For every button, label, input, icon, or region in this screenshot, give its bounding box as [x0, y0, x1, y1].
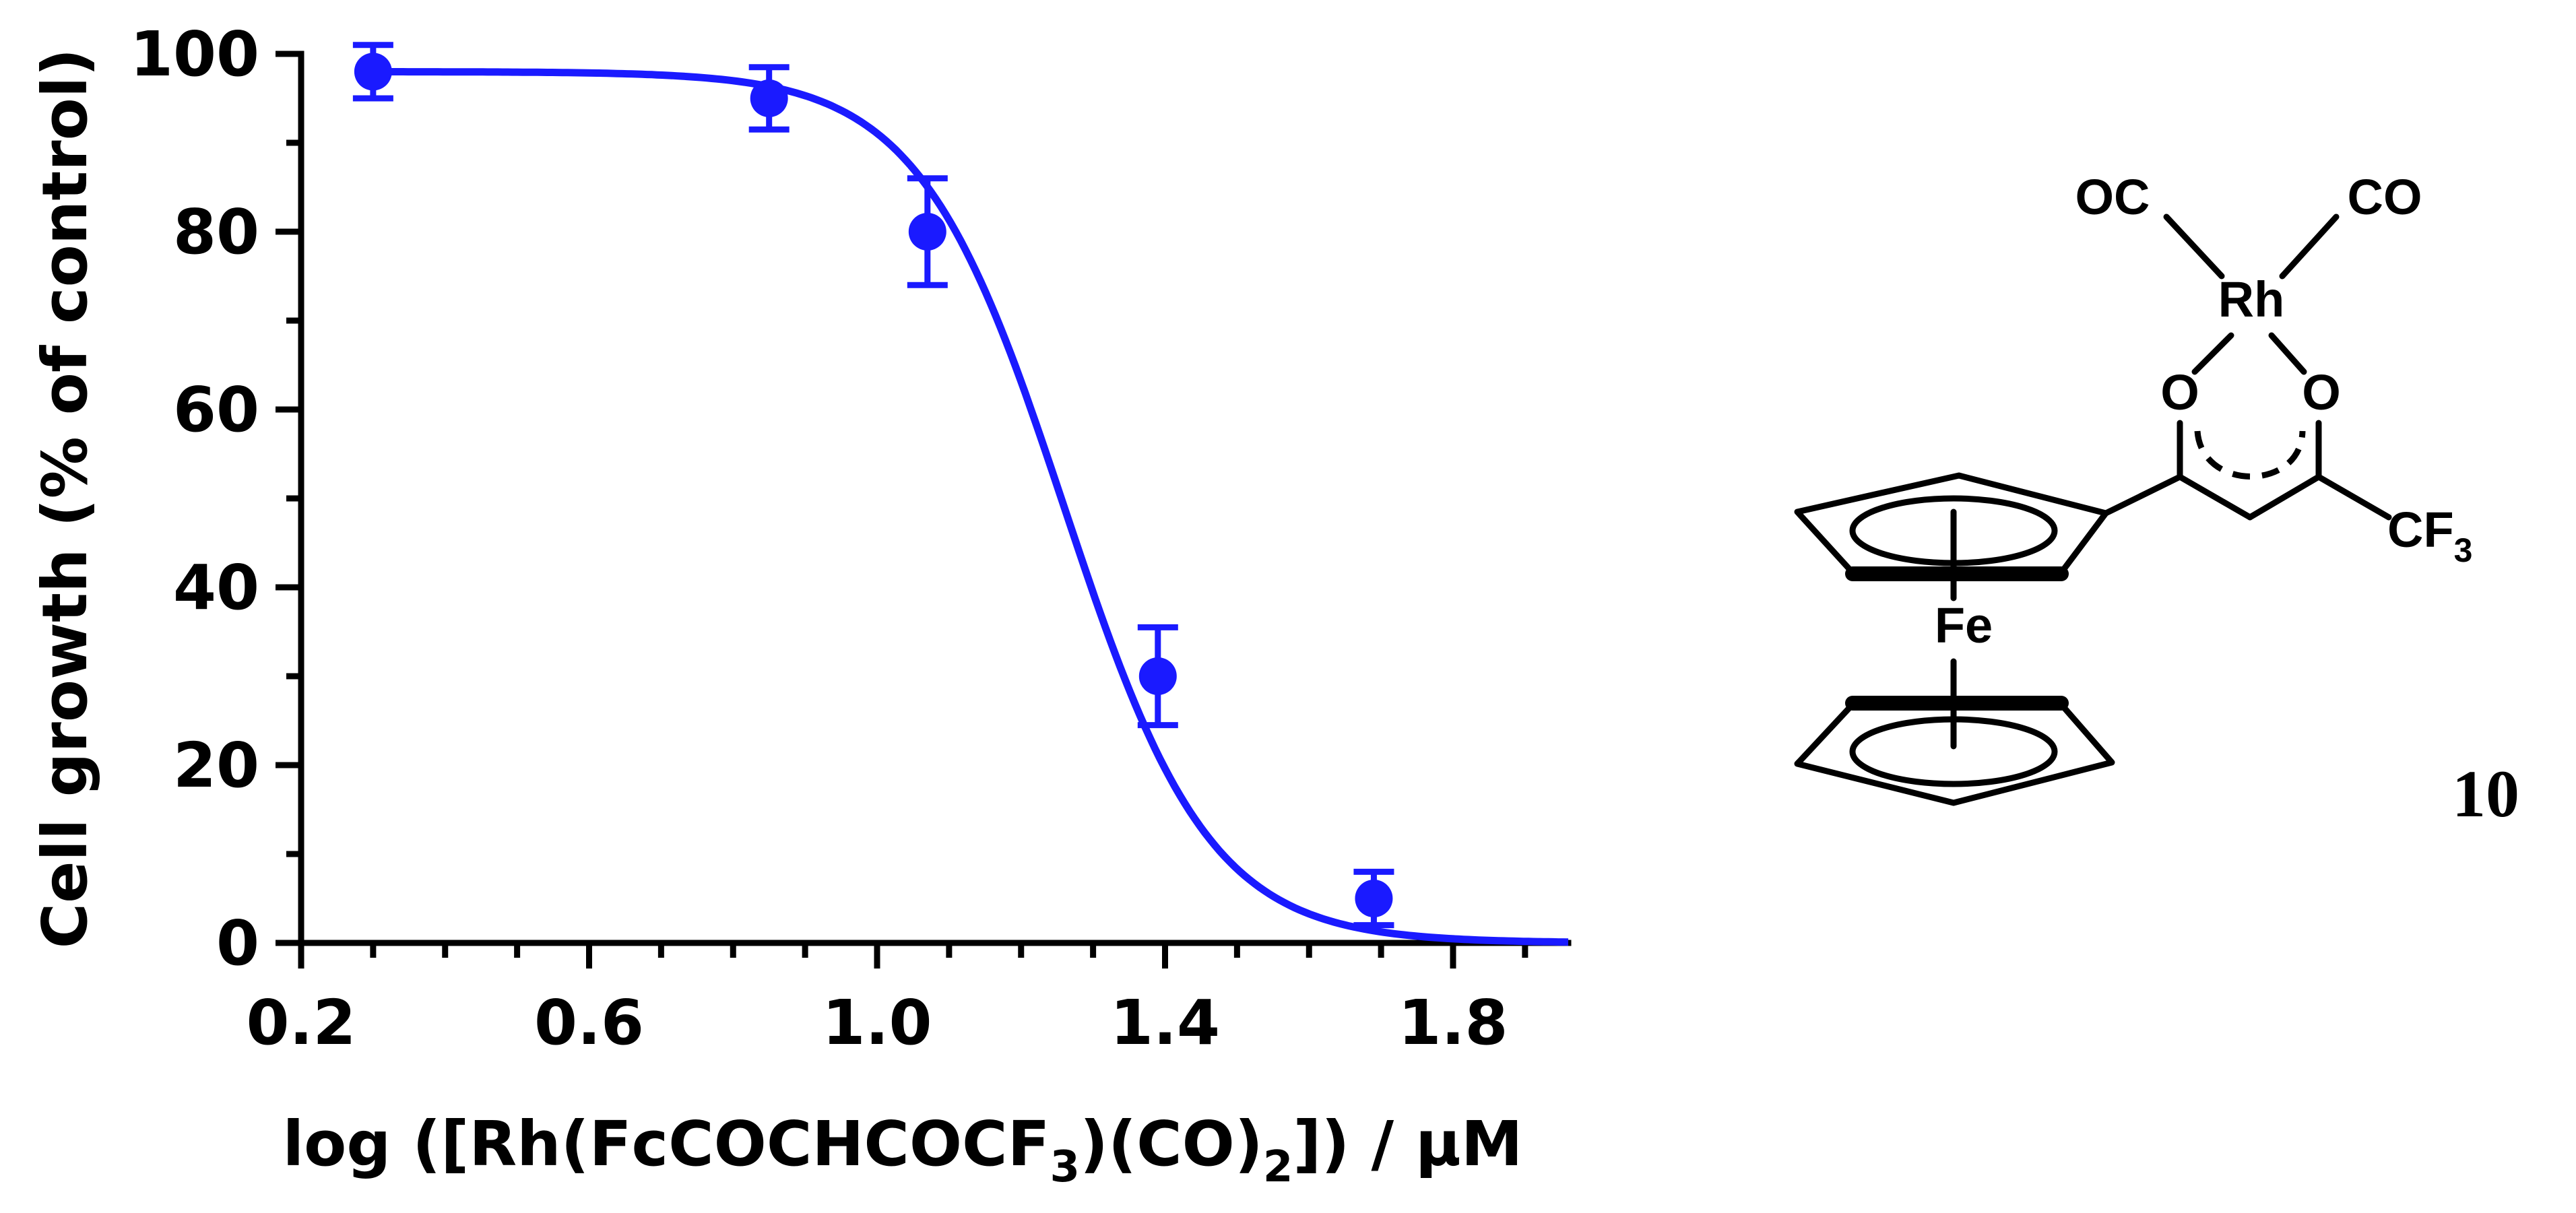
- compound-number: 10: [2452, 756, 2519, 831]
- y-tick-label: 60: [173, 374, 259, 446]
- data-point: [1138, 657, 1177, 695]
- fe-atom: Fe: [1935, 597, 1993, 653]
- x-tick-label: 1.4: [1110, 987, 1220, 1059]
- y-tick-label: 20: [173, 729, 259, 801]
- data-point: [354, 53, 392, 91]
- rh-atom: Rh: [2218, 271, 2285, 327]
- dose-response-chart: 0 20 40 60 80 100 0.2 0.6 1.0 1.4 1.8 Cell growth…: [29, 18, 1572, 1192]
- y-tick-label: 40: [173, 552, 259, 624]
- y-tick-label: 100: [130, 18, 259, 90]
- o-rh-left-bond: [2191, 332, 2234, 375]
- cp-to-carbonyl-bond: [2102, 473, 2183, 517]
- x-axis-title: log ([Rh(FcCOCHCOCF3)(CO)2]) / µM: [283, 1108, 1523, 1192]
- oc-ligand: OC: [2075, 169, 2150, 225]
- c1-c2-bond: [2177, 473, 2253, 521]
- axis-ticks: [276, 51, 1528, 969]
- o-rh-right-bond: [2268, 332, 2307, 375]
- cf3-group: CF3: [2387, 502, 2472, 569]
- delocalized-bond: [2194, 430, 2306, 480]
- fit-curve: [373, 68, 1569, 946]
- y-tick-label: 0: [216, 907, 259, 979]
- x-tick-labels: 0.2 0.6 1.0 1.4 1.8: [247, 987, 1508, 1059]
- c3-cf3-bond: [2315, 473, 2392, 521]
- rh-oc-bond: [2163, 214, 2225, 280]
- y-axis-title: Cell growth (% of control): [29, 48, 101, 949]
- o-right-atom: O: [2302, 364, 2341, 420]
- data-point: [908, 213, 946, 251]
- y-tick-label: 80: [173, 196, 259, 268]
- upper-cp-ring: [1794, 472, 2109, 576]
- data-point: [1355, 880, 1393, 917]
- co-ligand: CO: [2348, 169, 2422, 225]
- c2-c3-bond: [2247, 473, 2322, 521]
- y-tick-labels: 0 20 40 60 80 100: [130, 18, 259, 979]
- x-tick-label: 0.2: [247, 987, 356, 1059]
- x-tick-label: 1.8: [1398, 987, 1508, 1059]
- rh-co-bond: [2279, 214, 2340, 280]
- x-tick-label: 0.6: [534, 987, 644, 1059]
- x-tick-label: 1.0: [823, 987, 932, 1059]
- data-points: [354, 53, 1393, 917]
- chemical-structure: Fe O O Rh OC CO CF3 10: [1794, 169, 2519, 831]
- error-bars: [352, 42, 1394, 929]
- data-point: [750, 79, 788, 117]
